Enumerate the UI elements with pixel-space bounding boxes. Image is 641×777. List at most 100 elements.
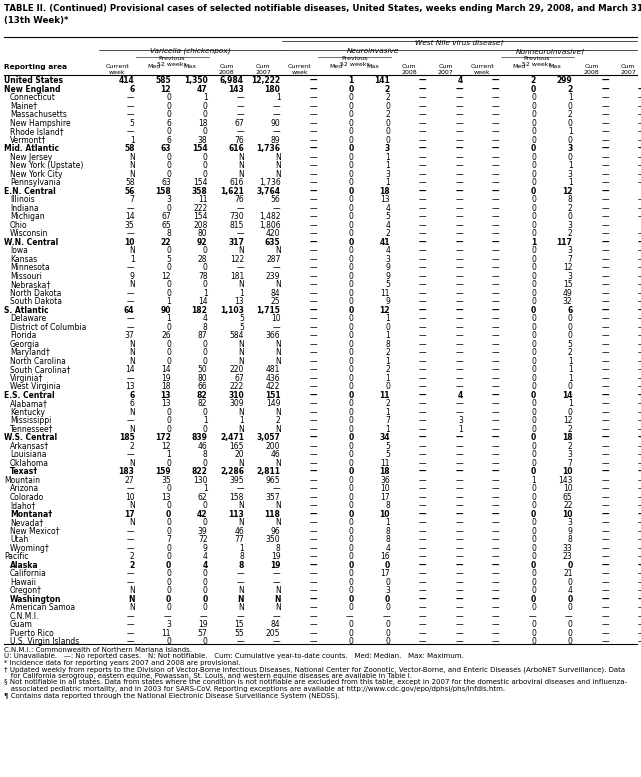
Text: 0: 0	[203, 425, 208, 434]
Text: —: —	[601, 255, 609, 263]
Text: 2: 2	[385, 85, 390, 94]
Text: —: —	[127, 637, 135, 646]
Text: —: —	[492, 527, 499, 535]
Text: 0: 0	[531, 186, 536, 196]
Text: 0: 0	[531, 255, 536, 263]
Text: 0: 0	[531, 136, 536, 145]
Text: Rhode Island†: Rhode Island†	[10, 127, 63, 136]
Text: —: —	[273, 637, 281, 646]
Text: —: —	[638, 441, 641, 451]
Text: 0: 0	[348, 238, 353, 247]
Text: —: —	[601, 212, 609, 221]
Text: —: —	[310, 221, 317, 230]
Text: —: —	[237, 102, 244, 110]
Text: 208: 208	[193, 221, 208, 230]
Text: —: —	[492, 136, 499, 145]
Text: —: —	[456, 305, 463, 315]
Text: —: —	[419, 620, 426, 629]
Text: —: —	[455, 314, 463, 323]
Text: Mississippi: Mississippi	[10, 416, 51, 425]
Text: —: —	[419, 119, 426, 127]
Text: —: —	[127, 450, 135, 459]
Text: 65: 65	[563, 493, 572, 502]
Text: —: —	[200, 611, 208, 621]
Text: —: —	[492, 544, 499, 552]
Text: N: N	[238, 518, 244, 528]
Text: —: —	[419, 221, 426, 230]
Text: 0: 0	[203, 637, 208, 646]
Text: —: —	[455, 544, 463, 552]
Text: —: —	[310, 586, 317, 595]
Text: —: —	[455, 127, 463, 136]
Text: Cum
2008: Cum 2008	[401, 64, 417, 75]
Text: —: —	[601, 238, 609, 247]
Text: 1,482: 1,482	[259, 212, 281, 221]
Text: 8: 8	[238, 561, 244, 570]
Text: —: —	[419, 441, 426, 451]
Text: 3: 3	[568, 272, 572, 280]
Text: 0: 0	[203, 161, 208, 170]
Text: 1: 1	[385, 314, 390, 323]
Text: —: —	[492, 586, 499, 595]
Text: 14: 14	[198, 297, 208, 306]
Text: N: N	[238, 594, 244, 604]
Text: 0: 0	[166, 586, 171, 595]
Text: —: —	[455, 535, 463, 544]
Text: 5: 5	[239, 322, 244, 332]
Text: 13: 13	[235, 297, 244, 306]
Text: 22: 22	[160, 238, 171, 247]
Text: 0: 0	[166, 169, 171, 179]
Text: 1: 1	[568, 399, 572, 408]
Text: 72: 72	[198, 535, 208, 544]
Text: 66: 66	[198, 382, 208, 391]
Text: 8: 8	[568, 535, 572, 544]
Text: 0: 0	[385, 127, 390, 136]
Text: 12: 12	[562, 186, 572, 196]
Text: 299: 299	[557, 76, 572, 85]
Text: TABLE II. (Continued) Provisional cases of selected notifiable diseases, United : TABLE II. (Continued) Provisional cases …	[4, 4, 641, 25]
Text: 0: 0	[348, 561, 353, 570]
Text: 2: 2	[385, 365, 390, 375]
Text: 0: 0	[203, 263, 208, 272]
Text: —: —	[419, 493, 426, 502]
Text: —: —	[492, 391, 499, 399]
Text: —: —	[419, 484, 426, 493]
Text: —: —	[638, 425, 641, 434]
Text: Massachusetts: Massachusetts	[10, 110, 67, 119]
Text: 0: 0	[531, 594, 536, 604]
Text: 0: 0	[349, 374, 353, 383]
Text: —: —	[127, 629, 135, 638]
Text: 3,057: 3,057	[256, 434, 281, 442]
Text: 2: 2	[568, 204, 572, 213]
Text: Hawaii: Hawaii	[10, 578, 36, 587]
Text: 56: 56	[271, 195, 281, 204]
Text: 1: 1	[129, 255, 135, 263]
Text: —: —	[273, 611, 281, 621]
Text: —: —	[492, 340, 499, 349]
Text: —: —	[455, 458, 463, 468]
Text: —: —	[492, 434, 499, 442]
Text: —: —	[638, 110, 641, 119]
Text: 0: 0	[531, 246, 536, 255]
Text: 9: 9	[385, 297, 390, 306]
Text: 4: 4	[568, 586, 572, 595]
Text: —: —	[310, 340, 317, 349]
Text: 20: 20	[235, 450, 244, 459]
Text: 2,286: 2,286	[220, 467, 244, 476]
Text: —: —	[310, 145, 317, 153]
Text: 3: 3	[385, 169, 390, 179]
Text: —: —	[601, 578, 609, 587]
Text: 0: 0	[531, 416, 536, 425]
Text: 0: 0	[531, 229, 536, 239]
Text: 3: 3	[568, 518, 572, 528]
Text: 0: 0	[166, 425, 171, 434]
Text: 143: 143	[558, 476, 572, 485]
Text: 0: 0	[531, 212, 536, 221]
Text: —: —	[601, 204, 609, 213]
Text: 6: 6	[129, 391, 135, 399]
Text: —: —	[419, 76, 426, 85]
Text: —: —	[601, 450, 609, 459]
Text: 78: 78	[198, 272, 208, 280]
Text: 181: 181	[229, 272, 244, 280]
Text: N: N	[275, 357, 281, 366]
